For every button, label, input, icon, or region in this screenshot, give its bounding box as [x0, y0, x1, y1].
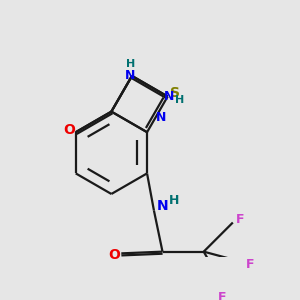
Text: F: F	[246, 257, 255, 271]
Text: O: O	[63, 124, 75, 137]
Text: N: N	[164, 90, 175, 103]
Text: H: H	[126, 59, 135, 69]
Text: F: F	[236, 213, 244, 226]
Text: H: H	[169, 194, 180, 207]
Text: S: S	[169, 86, 179, 100]
Text: F: F	[218, 291, 227, 300]
Text: H: H	[175, 95, 184, 105]
Text: N: N	[156, 111, 166, 124]
Text: O: O	[109, 248, 120, 262]
Text: N: N	[125, 69, 135, 82]
Text: N: N	[157, 199, 168, 213]
